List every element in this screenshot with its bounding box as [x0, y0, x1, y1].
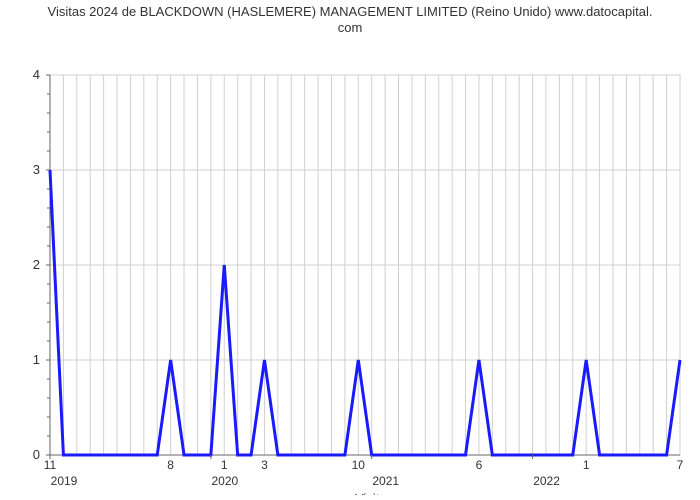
x-value-label: 3: [261, 458, 268, 472]
visits-line-chart: 0 1 2 3 4 11 8 1 3 10 6 1 7 2019 2020 2021 2022 Visitas: [0, 35, 700, 495]
y-tick-label: 4: [33, 67, 40, 82]
x-value-label: 1: [583, 458, 590, 472]
x-year-label: 2019: [51, 474, 78, 488]
legend-label: Visitas: [355, 491, 394, 495]
y-tick-label: 0: [33, 447, 40, 462]
chart-title-line1: Visitas 2024 de BLACKDOWN (HASLEMERE) MA…: [0, 0, 700, 20]
x-value-label: 11: [44, 458, 57, 472]
y-tick-label: 1: [33, 352, 40, 367]
chart-title-line2: com: [0, 20, 700, 36]
x-year-label: 2021: [372, 474, 399, 488]
x-value-label: 7: [677, 458, 684, 472]
x-value-label: 1: [221, 458, 228, 472]
chart-title: Visitas 2024 de BLACKDOWN (HASLEMERE) MA…: [0, 0, 700, 35]
y-tick-label: 2: [33, 257, 40, 272]
y-tick-label: 3: [33, 162, 40, 177]
x-value-label: 6: [476, 458, 483, 472]
x-year-label: 2020: [211, 474, 238, 488]
x-value-label: 10: [352, 458, 366, 472]
x-value-label: 8: [167, 458, 174, 472]
x-year-label: 2022: [533, 474, 560, 488]
